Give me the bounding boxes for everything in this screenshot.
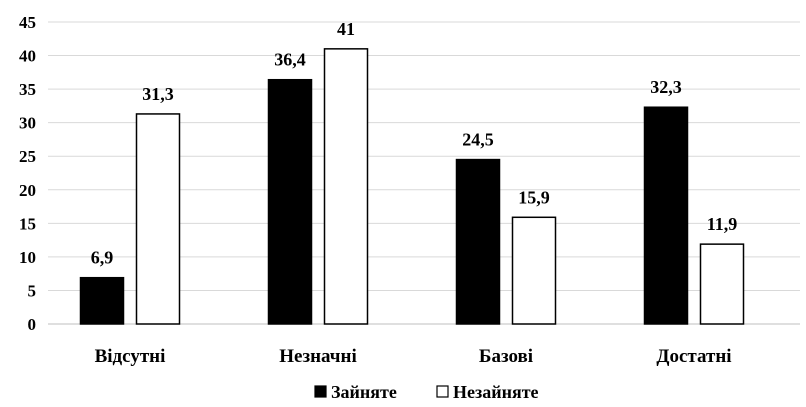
bar-occupied: [455, 158, 501, 325]
data-label: 6,9: [91, 248, 114, 268]
bar-unoccupied: [323, 48, 369, 325]
data-label: 15,9: [518, 187, 550, 207]
legend-label: Зайняте: [331, 382, 397, 402]
category-labels: Відсутні Незначні Базові Достатні: [95, 346, 732, 367]
data-label: 32,3: [650, 77, 682, 97]
y-tick-label: 15: [19, 214, 36, 233]
y-tick-label: 5: [28, 281, 37, 300]
bar-occupied: [643, 106, 689, 325]
category-label: Достатні: [656, 346, 731, 367]
bar-unoccupied: [511, 216, 557, 325]
y-tick-label: 30: [19, 114, 36, 133]
legend-label: Незайняте: [453, 382, 539, 402]
legend-swatch: [314, 385, 327, 398]
y-tick-label: 45: [19, 13, 36, 32]
bar-occupied: [267, 78, 313, 325]
data-label: 36,4: [274, 50, 306, 70]
bar-unoccupied: [699, 243, 745, 325]
bars: [79, 48, 745, 325]
data-label: 11,9: [707, 214, 738, 234]
y-tick-label: 10: [19, 248, 36, 267]
y-tick-label: 20: [19, 181, 36, 200]
data-labels: 6,9 31,3 36,4 41 24,5 15,9 32,3 11,9: [91, 19, 738, 268]
data-label: 24,5: [462, 130, 494, 150]
category-label: Незначні: [279, 346, 356, 367]
legend: Зайняте Незайняте: [314, 382, 539, 402]
category-label: Базові: [479, 346, 533, 367]
data-label: 31,3: [142, 84, 174, 104]
y-tick-label: 35: [19, 80, 36, 99]
y-tick-label: 25: [19, 147, 36, 166]
bar-occupied: [79, 276, 125, 325]
data-label: 41: [337, 19, 355, 39]
y-axis-ticks: 0 5 10 15 20 25 30 35 40 45: [19, 13, 36, 334]
category-label: Відсутні: [95, 346, 166, 367]
bar-unoccupied: [135, 113, 181, 325]
y-tick-label: 40: [19, 47, 36, 66]
y-tick-label: 0: [28, 315, 37, 334]
legend-swatch: [436, 385, 449, 398]
